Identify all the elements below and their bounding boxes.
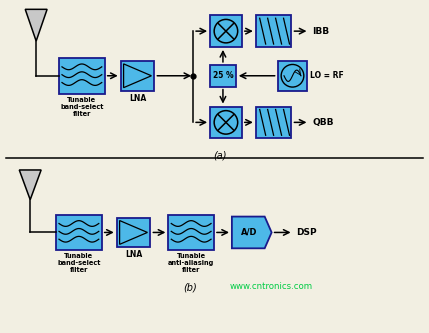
Text: Tunable
anti-aliasing
filter: Tunable anti-aliasing filter <box>168 253 214 273</box>
Text: LO = RF: LO = RF <box>310 71 344 80</box>
Text: IBB: IBB <box>312 27 329 36</box>
Bar <box>168 214 214 250</box>
Text: Tunable
band-select
filter: Tunable band-select filter <box>57 253 100 273</box>
Text: 25 %: 25 % <box>213 71 233 80</box>
Text: DSP: DSP <box>296 228 317 237</box>
Bar <box>210 107 242 138</box>
Text: A/D: A/D <box>241 228 257 237</box>
Text: www.cntronics.com: www.cntronics.com <box>230 282 313 291</box>
Text: (a): (a) <box>213 150 227 160</box>
Text: LNA: LNA <box>129 94 146 103</box>
Text: QBB: QBB <box>312 118 334 127</box>
Bar <box>256 15 291 47</box>
Bar <box>56 214 102 250</box>
Bar <box>278 61 308 91</box>
Polygon shape <box>124 64 151 88</box>
Text: (b): (b) <box>183 282 197 292</box>
Text: Tunable
band-select
filter: Tunable band-select filter <box>60 97 103 117</box>
Polygon shape <box>120 220 148 244</box>
Bar <box>121 61 154 91</box>
Bar <box>210 65 236 87</box>
Polygon shape <box>232 216 272 248</box>
Polygon shape <box>25 9 47 41</box>
Text: LNA: LNA <box>125 250 142 259</box>
Bar <box>117 217 151 247</box>
Bar <box>210 15 242 47</box>
Bar <box>256 107 291 138</box>
Bar <box>59 58 105 94</box>
Polygon shape <box>19 170 41 200</box>
